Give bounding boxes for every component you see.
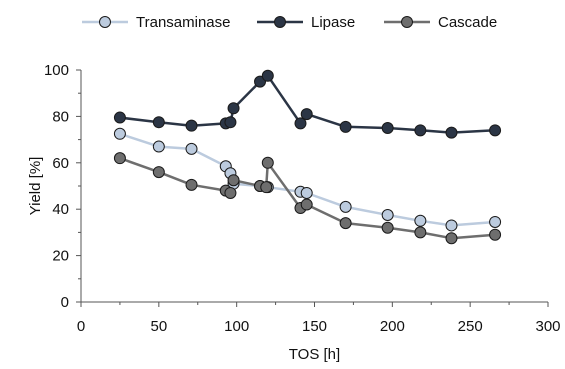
legend-label-cascade: Cascade	[438, 14, 497, 31]
data-point-lipase	[489, 124, 502, 137]
legend-marker-cascade	[401, 16, 413, 28]
series-line-lipase	[119, 74, 496, 134]
data-point-lipase	[261, 69, 274, 82]
data-point-transaminase	[113, 127, 126, 140]
y-tick-label: 40	[52, 201, 69, 218]
data-point-cascade	[227, 174, 240, 187]
data-point-lipase	[339, 120, 352, 133]
x-tick-label: 250	[458, 318, 483, 335]
data-point-cascade	[489, 228, 502, 241]
x-tick-label: 50	[150, 318, 167, 335]
data-point-lipase	[294, 117, 307, 130]
data-point-transaminase	[339, 200, 352, 213]
data-point-lipase	[381, 122, 394, 134]
y-tick-label: 20	[52, 248, 69, 265]
legend-marker-lipase	[274, 16, 286, 28]
x-tick-label: 300	[535, 318, 560, 335]
data-point-cascade	[339, 217, 352, 230]
data-point-lipase	[113, 111, 126, 124]
data-point-lipase	[227, 102, 240, 115]
data-point-lipase	[152, 116, 165, 129]
x-tick-label: 150	[302, 318, 327, 335]
data-point-lipase	[224, 116, 237, 129]
data-point-transaminase	[489, 215, 502, 228]
data-point-cascade	[260, 181, 273, 194]
x-axis-title: TOS [h]	[289, 346, 340, 363]
data-point-lipase	[185, 119, 198, 132]
y-tick-label: 80	[52, 108, 69, 125]
legend-label-lipase: Lipase	[311, 14, 355, 31]
data-point-transaminase	[152, 140, 165, 153]
data-point-lipase	[414, 124, 427, 137]
data-point-cascade	[185, 178, 198, 191]
data-point-cascade	[261, 156, 274, 169]
y-tick-label: 60	[52, 155, 69, 172]
legend-label-transaminase: Transaminase	[136, 14, 230, 31]
data-point-transaminase	[300, 186, 313, 199]
data-point-cascade	[113, 152, 126, 165]
data-point-cascade	[414, 226, 427, 239]
x-tick-label: 200	[380, 318, 405, 335]
data-point-lipase	[300, 108, 313, 121]
data-point-cascade	[381, 221, 394, 234]
data-point-transaminase	[185, 142, 198, 155]
data-point-transaminase	[381, 209, 394, 221]
data-point-cascade	[300, 198, 313, 211]
data-point-cascade	[224, 186, 237, 199]
x-tick-label: 0	[77, 318, 85, 335]
data-point-transaminase	[445, 219, 458, 232]
data-point-transaminase	[414, 214, 427, 227]
series-line-cascade	[119, 157, 496, 240]
data-point-lipase	[445, 126, 458, 139]
data-point-cascade	[445, 232, 458, 245]
y-axis-title: Yield [%]	[27, 157, 44, 216]
x-tick-label: 100	[224, 318, 249, 335]
legend-marker-transaminase	[99, 16, 111, 28]
y-tick-label: 100	[44, 62, 69, 79]
y-tick-label: 0	[61, 294, 69, 311]
data-point-cascade	[152, 166, 165, 179]
